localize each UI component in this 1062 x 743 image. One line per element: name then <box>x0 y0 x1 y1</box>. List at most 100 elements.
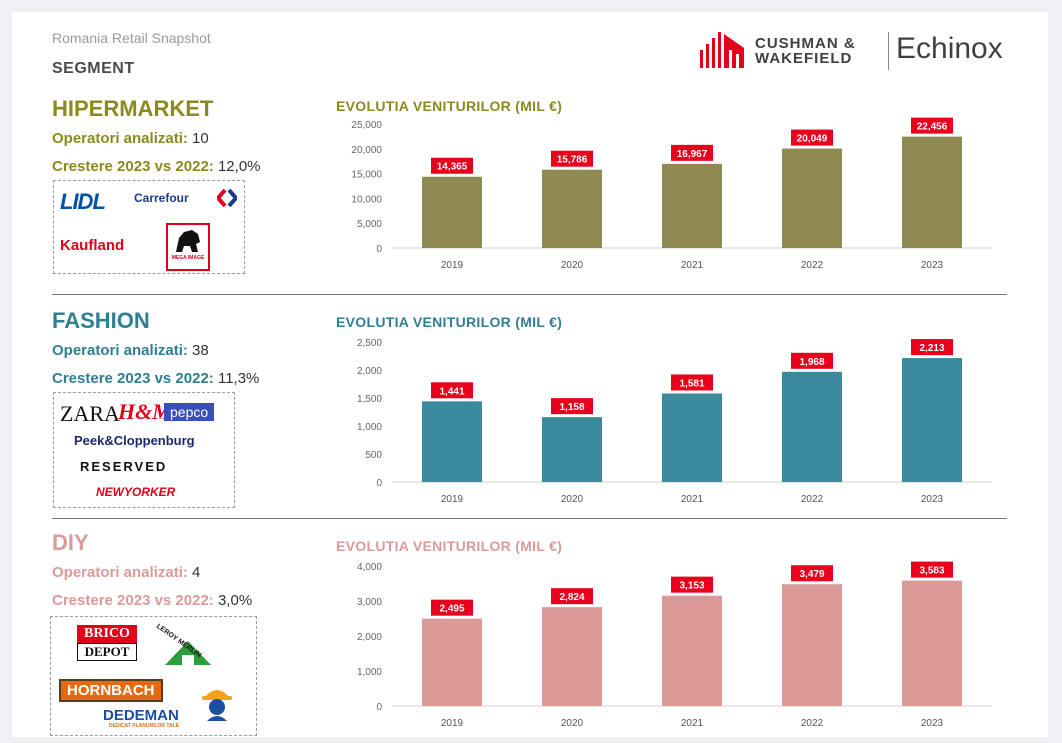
chart-fashion: EVOLUTIA VENITURILOR (MIL €) 0 500 1,000 1,… <box>332 314 1022 514</box>
data-label-box <box>911 561 953 578</box>
data-label-box <box>551 398 593 415</box>
y-tick-label: 5,000 <box>357 219 382 230</box>
growth-value: 12,0% <box>217 158 261 175</box>
data-label-box <box>671 576 713 593</box>
bar-2023 <box>902 580 962 706</box>
section-divider <box>52 294 1007 295</box>
growth-value: 3,0% <box>217 592 253 609</box>
x-tick-label: 2020 <box>561 718 584 729</box>
retailer-logos: BRICO DEPOT LEROY MERLIN HORNBACH DEDEMA… <box>50 616 257 736</box>
bar-2020 <box>542 607 602 706</box>
bar-2019 <box>422 401 482 482</box>
data-label: 16,967 <box>677 149 708 160</box>
dedeman-logo: DEDEMAN <box>103 707 179 724</box>
data-label: 3,153 <box>679 581 704 592</box>
reserved-logo: RESERVED <box>80 459 168 474</box>
revenue-bar-chart: 0 500 1,000 1,500 2,000 2,500 1,441 2019 1,158 20… <box>357 338 992 505</box>
x-tick-label: 2019 <box>441 718 464 729</box>
bar-2023 <box>902 136 962 248</box>
x-tick-label: 2021 <box>681 260 704 271</box>
data-label-box <box>551 588 593 605</box>
chart-diy: EVOLUTIA VENITURILOR (MIL €) 0 1,000 2,000… <box>332 538 1022 737</box>
mega-image-text: MEGA IMAGE <box>171 255 205 261</box>
operators-value: 10 <box>192 130 209 147</box>
revenue-bar-chart: 0 5,000 10,000 15,000 20,000 25,000 14,365 2019… <box>351 117 992 271</box>
report-page: Romania Retail Snapshot SEGMENT CUSHMAN … <box>12 12 1048 737</box>
y-tick-label: 20,000 <box>351 145 382 156</box>
data-label: 2,495 <box>439 604 464 615</box>
growth-value: 11,3% <box>217 370 260 387</box>
y-tick-label: 1,500 <box>357 394 382 405</box>
segment-label: SEGMENT <box>52 60 135 77</box>
data-label: 3,479 <box>799 569 824 580</box>
pepco-logo: pepco <box>164 403 215 421</box>
chart-hipermarket: EVOLUTIA VENITURILOR (MIL €) 0 5,000 10,00… <box>332 98 1022 288</box>
data-label-box <box>791 565 833 582</box>
retailer-logos: ZARA H&M pepco Peek&Cloppenburg RESERVED… <box>53 392 235 508</box>
lidl-logo: LIDL <box>60 189 106 214</box>
brand-line-2: WAKEFIELD <box>755 50 853 67</box>
growth-label: Crestere 2023 vs 2022: <box>52 158 214 175</box>
growth-line: Crestere 2023 vs 2022: 12,0% <box>52 158 261 175</box>
segment-name: HIPERMARKET <box>52 96 214 121</box>
cushman-wordmark: CUSHMAN & WAKEFIELD <box>755 36 856 66</box>
x-tick-label: 2019 <box>441 260 464 271</box>
leroy-merlin-house-icon <box>165 641 211 665</box>
x-tick-label: 2023 <box>921 494 944 505</box>
data-label: 22,456 <box>917 122 948 133</box>
y-tick-label: 1,000 <box>357 667 382 678</box>
data-label-box <box>431 157 473 174</box>
bar-2019 <box>422 176 482 248</box>
x-tick-label: 2020 <box>561 260 584 271</box>
operators-label: Operatori analizati: <box>52 564 188 581</box>
operators-value: 38 <box>192 342 209 359</box>
y-tick-label: 4,000 <box>357 562 382 573</box>
data-label: 14,365 <box>437 162 468 173</box>
data-label-box <box>911 117 953 134</box>
depot-text: DEPOT <box>77 643 137 661</box>
chart-title: EVOLUTIA VENITURILOR (MIL €) <box>336 98 563 114</box>
section-hipermarket: HIPERMARKET Operatori analizati: 10 Cres… <box>12 94 1048 294</box>
y-tick-label: 25,000 <box>351 120 382 131</box>
dedeman-mascot-icon <box>202 690 232 721</box>
data-label: 2,824 <box>559 592 584 603</box>
operators-label: Operatori analizati: <box>52 130 188 147</box>
x-tick-label: 2023 <box>921 718 944 729</box>
section-diy: DIY Operatori analizati: 4 Crestere 2023… <box>12 524 1048 737</box>
bar-2020 <box>542 169 602 248</box>
growth-label: Crestere 2023 vs 2022: <box>52 370 214 387</box>
brand-logo: CUSHMAN & WAKEFIELD Echinox <box>698 30 1028 74</box>
dedeman-tagline: DEDICAT PLANURILOR TALE <box>109 723 180 729</box>
section-fashion: FASHION Operatori analizati: 38 Crestere… <box>12 300 1048 518</box>
bar-2020 <box>542 417 602 482</box>
bar-2022 <box>782 584 842 706</box>
y-tick-label: 0 <box>376 702 382 713</box>
leroy-merlin-logo: LEROY MERLIN <box>155 623 217 667</box>
echinox-wordmark: Echinox <box>896 32 1003 65</box>
data-label: 2,213 <box>919 343 944 354</box>
data-label: 3,583 <box>919 566 944 577</box>
bar-2022 <box>782 148 842 248</box>
bar-2023 <box>902 358 962 482</box>
x-tick-label: 2022 <box>801 260 824 271</box>
segment-name: FASHION <box>52 308 150 333</box>
y-tick-label: 0 <box>376 478 382 489</box>
x-tick-label: 2019 <box>441 494 464 505</box>
growth-line: Crestere 2023 vs 2022: 3,0% <box>52 592 252 609</box>
cushman-building-icon <box>700 32 744 68</box>
growth-label: Crestere 2023 vs 2022: <box>52 592 214 609</box>
y-tick-label: 10,000 <box>351 194 382 205</box>
y-tick-label: 0 <box>376 244 382 255</box>
growth-line: Crestere 2023 vs 2022: 11,3% <box>52 370 259 387</box>
y-tick-label: 1,000 <box>357 422 382 433</box>
x-tick-label: 2023 <box>921 260 944 271</box>
data-label: 15,786 <box>557 155 588 166</box>
peek-cloppenburg-logo: Peek&Cloppenburg <box>74 433 195 448</box>
hm-logo: H&M <box>118 399 172 424</box>
x-tick-label: 2020 <box>561 494 584 505</box>
kaufland-logo: Kaufland <box>60 237 125 254</box>
carrefour-icon <box>217 189 237 207</box>
data-label-box <box>671 144 713 161</box>
y-tick-label: 3,000 <box>357 597 382 608</box>
operators-line: Operatori analizati: 4 <box>52 564 200 581</box>
